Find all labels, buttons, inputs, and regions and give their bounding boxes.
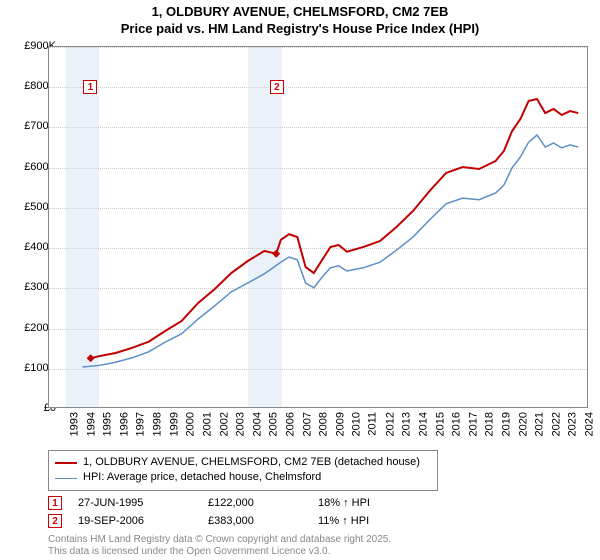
chart-lines — [49, 47, 587, 407]
footnote-marker: 2 — [48, 514, 62, 528]
legend-label: 1, OLDBURY AVENUE, CHELMSFORD, CM2 7EB (… — [83, 455, 420, 470]
x-tick-label: 2011 — [367, 412, 379, 436]
x-tick-label: 2000 — [185, 412, 197, 436]
copyright: Contains HM Land Registry data © Crown c… — [48, 534, 391, 558]
x-tick-label: 2020 — [517, 412, 529, 436]
footnote-price: £383,000 — [208, 515, 318, 527]
x-tick-label: 2018 — [484, 412, 496, 436]
x-tick-label: 1998 — [152, 412, 164, 436]
copyright-line2: This data is licensed under the Open Gov… — [48, 546, 391, 558]
x-tick-label: 2003 — [235, 412, 247, 436]
sale-annotation-1: 1 — [83, 80, 97, 94]
legend-item: 1, OLDBURY AVENUE, CHELMSFORD, CM2 7EB (… — [55, 455, 431, 470]
x-tick-label: 2009 — [334, 412, 346, 436]
x-tick-label: 2008 — [318, 412, 330, 436]
copyright-line1: Contains HM Land Registry data © Crown c… — [48, 534, 391, 546]
legend-swatch — [55, 478, 77, 479]
legend-item: HPI: Average price, detached house, Chel… — [55, 470, 431, 485]
x-tick-label: 2010 — [351, 412, 363, 436]
footnote-price: £122,000 — [208, 497, 318, 509]
legend-swatch — [55, 462, 77, 464]
x-tick-label: 2013 — [401, 412, 413, 436]
plot-area: 12 — [48, 46, 588, 408]
footnote-row: 2 19-SEP-2006£383,00011% ↑ HPI — [48, 514, 370, 528]
footnote-date: 27-JUN-1995 — [78, 497, 208, 509]
title-block: 1, OLDBURY AVENUE, CHELMSFORD, CM2 7EB P… — [0, 0, 600, 38]
title-address: 1, OLDBURY AVENUE, CHELMSFORD, CM2 7EB — [0, 4, 600, 21]
x-tick-label: 2022 — [550, 412, 562, 436]
x-tick-label: 2001 — [201, 412, 213, 436]
chart-container: 1, OLDBURY AVENUE, CHELMSFORD, CM2 7EB P… — [0, 0, 600, 560]
x-tick-label: 2004 — [251, 412, 263, 436]
x-tick-label: 2021 — [534, 412, 546, 436]
footnotes: 1 27-JUN-1995£122,00018% ↑ HPI 2 19-SEP-200… — [48, 496, 370, 532]
x-tick-label: 2015 — [434, 412, 446, 436]
title-subtitle: Price paid vs. HM Land Registry's House … — [0, 21, 600, 38]
x-tick-label: 1995 — [102, 412, 114, 436]
sale-marker — [272, 250, 280, 258]
series-hpi — [83, 135, 579, 367]
x-tick-label: 2023 — [567, 412, 579, 436]
x-tick-label: 2002 — [218, 412, 230, 436]
sale-marker — [87, 354, 95, 362]
x-tick-label: 2019 — [500, 412, 512, 436]
footnote-hpi: 18% ↑ HPI — [318, 497, 370, 509]
legend: 1, OLDBURY AVENUE, CHELMSFORD, CM2 7EB (… — [48, 450, 438, 491]
x-tick-label: 1996 — [118, 412, 130, 436]
footnote-date: 19-SEP-2006 — [78, 515, 208, 527]
x-tick-label: 2012 — [384, 412, 396, 436]
footnote-marker: 1 — [48, 496, 62, 510]
x-tick-label: 1999 — [168, 412, 180, 436]
legend-label: HPI: Average price, detached house, Chel… — [83, 470, 321, 485]
footnote-hpi: 11% ↑ HPI — [318, 515, 369, 527]
x-tick-label: 2016 — [451, 412, 463, 436]
x-tick-label: 2024 — [584, 412, 596, 436]
x-tick-label: 1997 — [135, 412, 147, 436]
x-tick-label: 1993 — [68, 412, 80, 436]
series-price_paid — [91, 99, 579, 358]
sale-annotation-2: 2 — [270, 80, 284, 94]
x-tick-label: 2006 — [284, 412, 296, 436]
x-tick-label: 2005 — [268, 412, 280, 436]
x-tick-label: 2017 — [467, 412, 479, 436]
x-tick-label: 2014 — [417, 412, 429, 436]
x-tick-label: 1994 — [85, 412, 97, 436]
x-tick-label: 2007 — [301, 412, 313, 436]
footnote-row: 1 27-JUN-1995£122,00018% ↑ HPI — [48, 496, 370, 510]
